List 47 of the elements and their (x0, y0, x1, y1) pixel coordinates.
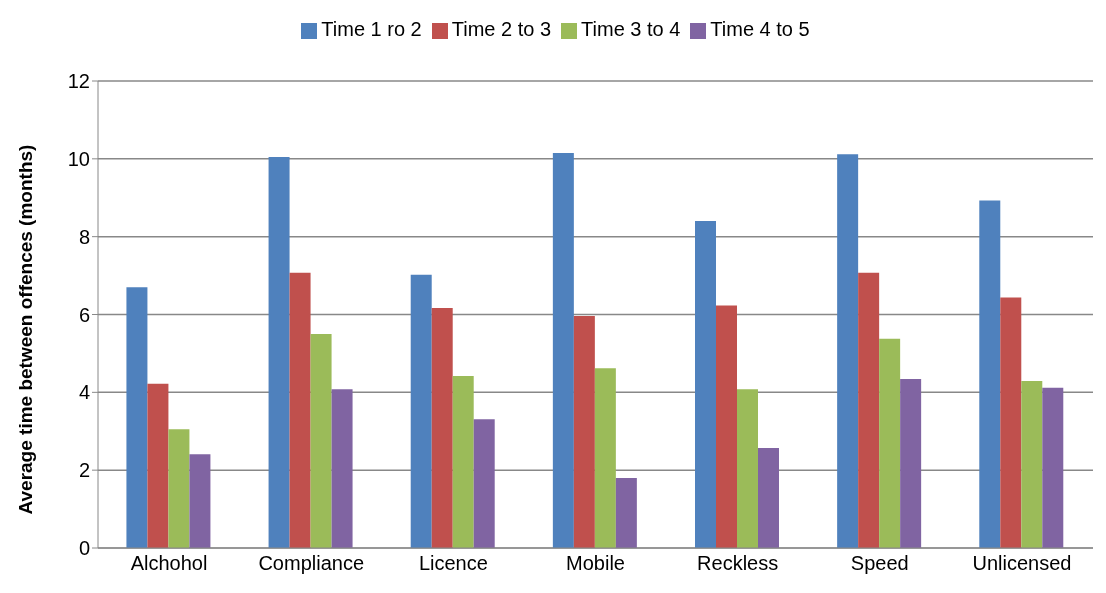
bar (331, 389, 353, 548)
bar (594, 368, 616, 548)
bar (1021, 381, 1043, 548)
y-tick-label: 10 (67, 147, 90, 170)
bar (473, 419, 495, 548)
y-tick-label: 0 (78, 537, 90, 560)
bar (615, 477, 637, 548)
bar (695, 221, 716, 548)
bar (410, 274, 432, 548)
x-tick-label: Reckless (697, 552, 779, 575)
bar (289, 272, 311, 548)
x-tick-label: Unlicensed (972, 552, 1072, 575)
bar (147, 383, 169, 548)
bar (879, 338, 901, 548)
legend-label: Time 3 to 4 (581, 18, 681, 40)
bar (431, 307, 453, 548)
legend-label: Time 2 to 3 (451, 18, 552, 40)
bar (1042, 387, 1064, 548)
bar (573, 316, 595, 548)
legend-label: Time 4 to 5 (710, 18, 810, 40)
y-tick-label: 12 (67, 70, 90, 93)
x-tick-label: Licence (418, 552, 488, 575)
bar (837, 154, 859, 548)
bar (858, 272, 880, 548)
y-tick-label: 6 (78, 303, 90, 326)
y-tick-label: 2 (78, 459, 90, 482)
bar (268, 156, 290, 548)
bar (452, 375, 474, 548)
y-tick-label: 8 (78, 225, 90, 248)
bar (552, 153, 574, 548)
legend-label: Time 1 ro 2 (321, 18, 422, 40)
x-tick-label: Compliance (258, 552, 365, 575)
bar (737, 389, 758, 548)
x-tick-label: Mobile (566, 552, 625, 575)
bar (716, 305, 737, 548)
bar (310, 333, 332, 548)
x-tick-label: Speed (850, 552, 909, 575)
bar (900, 379, 922, 548)
x-tick-label: Alchohol (130, 552, 208, 575)
bar (1000, 297, 1022, 548)
bar (758, 447, 779, 548)
y-tick-label: 4 (78, 381, 90, 404)
y-axis-title: Average time between offences (months) (14, 144, 36, 515)
bar (189, 454, 211, 548)
bar (126, 287, 148, 548)
bar (979, 200, 1001, 548)
bar (168, 429, 190, 548)
